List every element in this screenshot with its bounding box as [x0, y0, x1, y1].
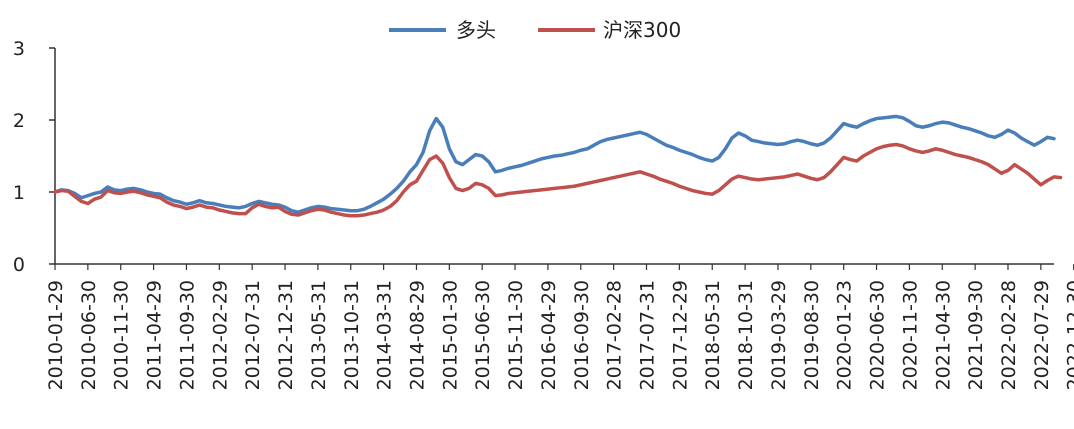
x-tick-label: 2013-05-31: [308, 280, 330, 390]
y-tick-label: 0: [13, 254, 25, 276]
x-tick-label: 2022-12-30: [1064, 280, 1074, 390]
axes: 0 1 2 3 2010-01-29 2010-06-30 2010-11-30 2011-0…: [13, 38, 1074, 390]
x-tick-label: 2020-06-30: [867, 280, 889, 390]
x-tick-label: 2012-02-29: [209, 280, 231, 390]
x-tick-label: 2012-12-31: [275, 280, 297, 390]
x-tick-label: 2015-06-30: [472, 280, 494, 390]
x-tick-label: 2019-03-29: [768, 280, 790, 390]
x-tick-label: 2020-11-30: [899, 280, 921, 390]
x-tick-label: 2020-01-23: [834, 280, 856, 390]
x-tick-label: 2021-09-30: [965, 280, 987, 390]
x-tick-label: 2018-05-31: [702, 280, 724, 390]
x-tick-label: 2017-02-28: [604, 280, 626, 390]
x-tick-label: 2010-01-29: [45, 280, 67, 390]
x-tick-label: 2013-10-31: [341, 280, 363, 390]
x-tick-label: 2010-06-30: [78, 280, 100, 390]
y-tick-label: 2: [13, 110, 25, 132]
x-tick-label: 2017-12-29: [669, 280, 691, 390]
x-tick-label: 2011-04-29: [144, 280, 166, 390]
series-line-0: [53, 114, 1056, 214]
x-tick-label: 2014-08-29: [406, 280, 428, 390]
series-layer: [53, 114, 1063, 218]
x-tick-label: 2021-04-30: [932, 280, 954, 390]
x-tick-label: 2022-02-28: [998, 280, 1020, 390]
x-tick-label: 2019-08-30: [801, 280, 823, 390]
x-tick-label: 2012-07-31: [242, 280, 264, 390]
legend: 多头 沪深300: [389, 18, 681, 42]
legend-label-hs300: 沪深300: [603, 18, 681, 42]
x-tick-label: 2015-01-30: [439, 280, 461, 390]
x-tick-label: 2010-11-30: [111, 280, 133, 390]
x-tick-label: 2016-09-30: [571, 280, 593, 390]
x-tick-label: 2022-07-29: [1031, 280, 1053, 390]
x-tick-label: 2017-07-31: [637, 280, 659, 390]
x-tick-label: 2016-04-29: [538, 280, 560, 390]
y-tick-label: 3: [13, 38, 25, 60]
x-tick-label: 2015-11-30: [505, 280, 527, 390]
x-tick-label: 2011-09-30: [176, 280, 198, 390]
x-tick-label: 2014-03-31: [374, 280, 396, 390]
series-line-1: [53, 142, 1063, 218]
legend-label-duotou: 多头: [456, 18, 496, 42]
x-tick-label: 2018-10-31: [735, 280, 757, 390]
y-tick-label: 1: [13, 182, 25, 204]
